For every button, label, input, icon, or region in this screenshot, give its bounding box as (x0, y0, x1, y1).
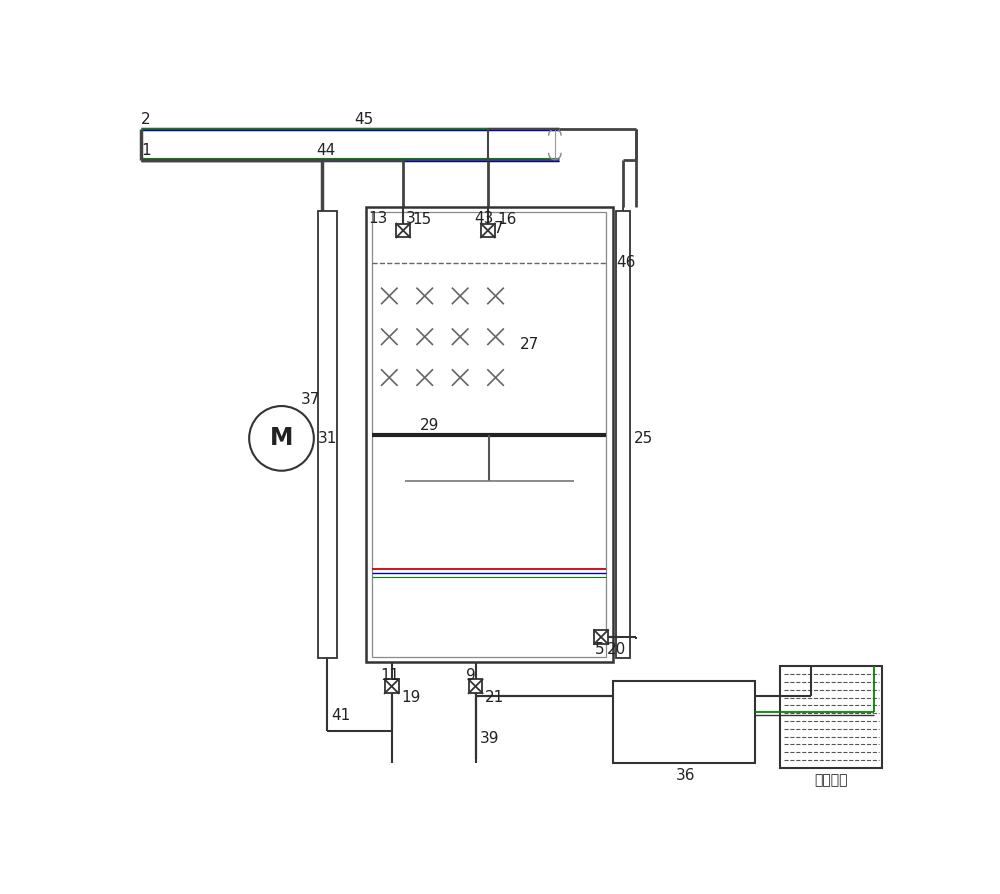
Text: 43: 43 (474, 211, 493, 225)
Text: 44: 44 (316, 143, 335, 158)
Text: 27: 27 (520, 337, 539, 352)
Text: 3: 3 (406, 211, 416, 225)
Text: 25: 25 (633, 431, 653, 446)
Text: 36: 36 (676, 768, 695, 783)
Text: 37: 37 (301, 392, 320, 408)
Bar (318, 211, 337, 658)
Text: 20: 20 (607, 642, 626, 657)
Text: 16: 16 (497, 212, 516, 227)
Bar (613, 681, 755, 763)
Text: 46: 46 (616, 256, 636, 270)
Text: 15: 15 (412, 212, 432, 227)
Text: 29: 29 (420, 417, 439, 433)
Text: 13: 13 (369, 211, 388, 225)
Text: 19: 19 (401, 689, 420, 704)
Text: 21: 21 (485, 689, 504, 704)
Bar (616, 211, 630, 658)
Bar (780, 666, 882, 768)
Text: M: M (270, 426, 293, 451)
Text: 7: 7 (494, 222, 504, 236)
Bar (594, 630, 608, 644)
Text: 11: 11 (380, 668, 399, 683)
Text: 39: 39 (479, 731, 499, 746)
Bar (385, 679, 399, 693)
Text: 1: 1 (141, 143, 151, 158)
Circle shape (249, 406, 314, 471)
Text: 9: 9 (466, 668, 476, 683)
Text: 外部水源: 外部水源 (815, 773, 848, 788)
Bar (372, 212, 606, 657)
Bar (366, 207, 613, 662)
Text: 31: 31 (318, 431, 337, 446)
Bar (469, 679, 482, 693)
Bar (396, 224, 410, 238)
Bar (481, 224, 495, 238)
Text: 41: 41 (331, 708, 350, 723)
Text: 2: 2 (141, 112, 151, 127)
Text: 5: 5 (595, 642, 605, 657)
Text: 45: 45 (355, 112, 374, 127)
